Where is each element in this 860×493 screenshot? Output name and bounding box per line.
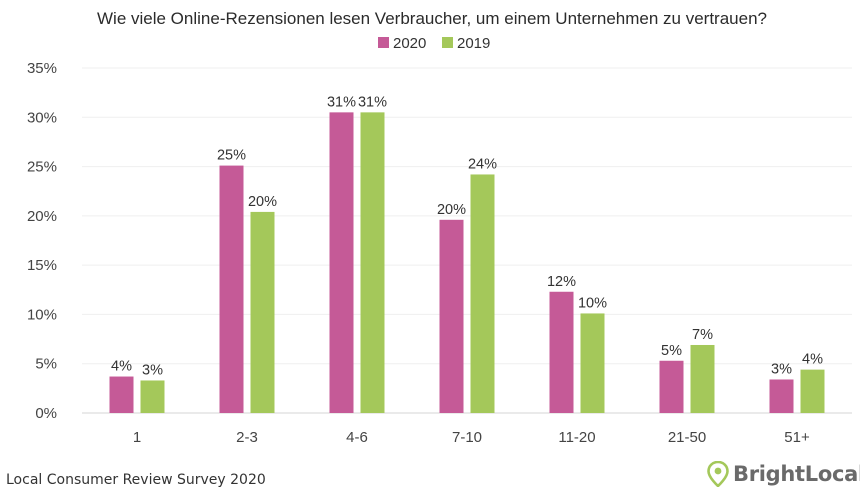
bar-2020-51+ [769,379,794,413]
map-pin-icon [707,461,729,487]
legend: 2020 2019 [378,35,490,52]
data-label-2020-7-10: 20% [437,202,466,218]
legend-swatch-2020 [378,37,389,48]
bar-2020-1 [109,376,134,413]
bar-2019-7-10 [470,174,495,413]
brand-name: BrightLocal [733,462,860,486]
data-label-2019-4-6: 31% [358,94,387,110]
bar-2019-2-3 [250,211,275,413]
data-labels: 4% 3% 25% 20% 31% 31% 20% 24% 12%10% 5% 7% 3% 4% [111,94,823,378]
bars [109,112,825,413]
source-note: Local Consumer Review Survey 2020 [6,472,266,488]
x-tick-label: 21-50 [668,429,706,446]
data-label-2019-21-50: 7% [692,327,713,343]
bar-2019-4-6 [360,112,385,413]
y-axis: 0% 5% 10% 15% 20% 25% 30% 35% [27,60,57,422]
data-label-2020-11-20: 12% [547,274,576,290]
legend-swatch-2019 [442,37,453,48]
gridlines [82,67,852,414]
x-tick-label: 4-6 [346,429,368,446]
data-label-2019-7-10: 24% [468,156,497,172]
x-tick-label: 2-3 [236,429,258,446]
bar-2020-2-3 [219,165,244,413]
y-tick-label: 30% [27,109,57,126]
bar-2019-11-20 [580,313,605,413]
bar-2020-4-6 [329,112,354,413]
data-label-2019-1: 3% [142,362,163,378]
bar-2019-51+ [800,369,825,413]
y-tick-label: 5% [35,356,57,373]
y-tick-label: 15% [27,257,57,274]
y-tick-label: 25% [27,159,57,176]
data-label-2020-4-6: 31% [327,94,356,110]
bar-2020-21-50 [659,360,684,413]
chart-title: Wie viele Online-Rezensionen lesen Verbr… [97,9,767,28]
brand-logo: BrightLocal [707,461,860,487]
y-tick-label: 35% [27,60,57,77]
x-tick-label: 1 [133,429,141,446]
data-label-2019-51+: 4% [802,352,823,368]
bar-2020-7-10 [439,219,464,413]
data-label-2019-11-20: 10% [578,295,607,311]
y-tick-label: 10% [27,306,57,323]
bar-2019-21-50 [690,344,715,413]
y-tick-label: 0% [35,405,57,422]
legend-label-2019: 2019 [457,35,490,52]
x-tick-label: 7-10 [452,429,482,446]
data-label-2020-21-50: 5% [661,343,682,359]
y-tick-label: 20% [27,208,57,225]
data-label-2020-51+: 3% [771,361,792,377]
data-label-2019-2-3: 20% [248,194,277,210]
x-axis: 1 2-3 4-6 7-10 11-20 21-50 51+ [133,429,810,446]
data-label-2020-1: 4% [111,359,132,375]
x-tick-label: 11-20 [558,429,595,446]
x-tick-label: 51+ [784,429,810,446]
bar-2019-1 [140,380,165,413]
data-label-2020-2-3: 25% [217,148,246,164]
bar-2020-11-20 [549,291,574,413]
legend-label-2020: 2020 [393,35,426,52]
